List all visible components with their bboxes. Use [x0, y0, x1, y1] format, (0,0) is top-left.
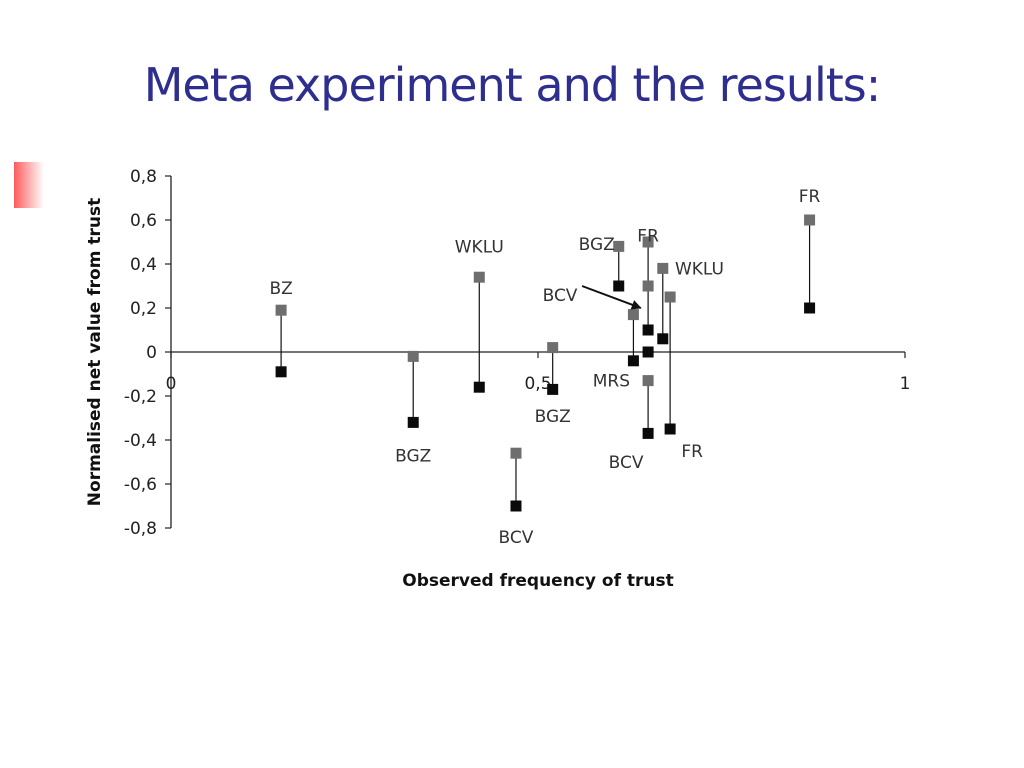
- point-label: WKLU: [675, 259, 724, 279]
- black-marker: [473, 381, 485, 393]
- grey-marker: [473, 271, 485, 283]
- connector-lines: [280, 220, 811, 506]
- grey-marker: [510, 447, 522, 459]
- black-marker: [657, 333, 669, 345]
- y-tick-label: -0,4: [124, 431, 157, 451]
- y-tick-label: 0,6: [130, 211, 157, 231]
- y-tick-label: 0,2: [130, 299, 157, 319]
- annotation-arrow: [581, 285, 642, 310]
- black-marker: [510, 500, 522, 512]
- y-tick-label: 0: [146, 343, 157, 363]
- grey-marker: [642, 375, 654, 387]
- black-marker: [275, 366, 287, 378]
- x-axis-title: Observed frequency of trust: [402, 571, 674, 591]
- grey-marker: [627, 309, 639, 321]
- point-label: BGZ: [535, 407, 571, 427]
- point-label: WKLU: [455, 237, 504, 257]
- point-label: FR: [681, 442, 703, 462]
- point-label: BCV: [609, 453, 644, 473]
- black-marker: [547, 383, 559, 395]
- point-label: BZ: [269, 279, 292, 299]
- black-marker: [642, 346, 654, 358]
- y-tick-label: 0,4: [130, 255, 157, 275]
- y-axis-title: Normalised net value from trust: [85, 198, 105, 506]
- grey-marker: [642, 236, 654, 248]
- y-tick-label: -0,8: [124, 519, 157, 539]
- grey-marker: [547, 342, 559, 354]
- y-tick-label: 0,8: [130, 167, 157, 187]
- point-label: BGZ: [579, 235, 615, 255]
- slide-title: Meta experiment and the results:: [143, 58, 882, 112]
- grey-marker: [613, 240, 625, 252]
- y-tick-label: -0,2: [124, 387, 157, 407]
- point-label: FR: [799, 187, 821, 207]
- grey-marker: [664, 291, 676, 303]
- black-marker: [804, 302, 816, 314]
- x-tick-label: 1: [900, 374, 911, 394]
- black-marker: [613, 280, 625, 292]
- data-markers: [275, 214, 816, 512]
- grey-marker: [657, 262, 669, 274]
- grey-marker: [804, 214, 816, 226]
- grey-marker: [275, 304, 287, 316]
- grey-marker: [642, 280, 654, 292]
- black-marker: [642, 427, 654, 439]
- point-label: MRS: [593, 372, 630, 392]
- x-tick-label: 0: [166, 374, 177, 394]
- point-label: FR: [637, 226, 659, 246]
- y-tick-label: -0,6: [124, 475, 157, 495]
- x-tick-label: 0,5: [524, 374, 551, 394]
- point-label: BCV: [499, 528, 534, 548]
- point-label: BGZ: [395, 446, 431, 466]
- black-marker: [642, 324, 654, 336]
- point-label: BCV: [543, 286, 578, 306]
- axes: 0,8 0,6 0,4 0,2 0 -0,2 -0,4 -0,6 -0,8 0 0,5 1: [124, 167, 911, 539]
- grey-marker: [407, 350, 419, 362]
- bullet-marker: [14, 162, 44, 208]
- black-marker: [627, 355, 639, 367]
- black-marker: [664, 423, 676, 435]
- point-labels: BZ BGZ WKLU BCV BGZ BGZ BCV FR WKLU MRS BCV FR FR: [269, 187, 820, 548]
- black-marker: [407, 416, 419, 428]
